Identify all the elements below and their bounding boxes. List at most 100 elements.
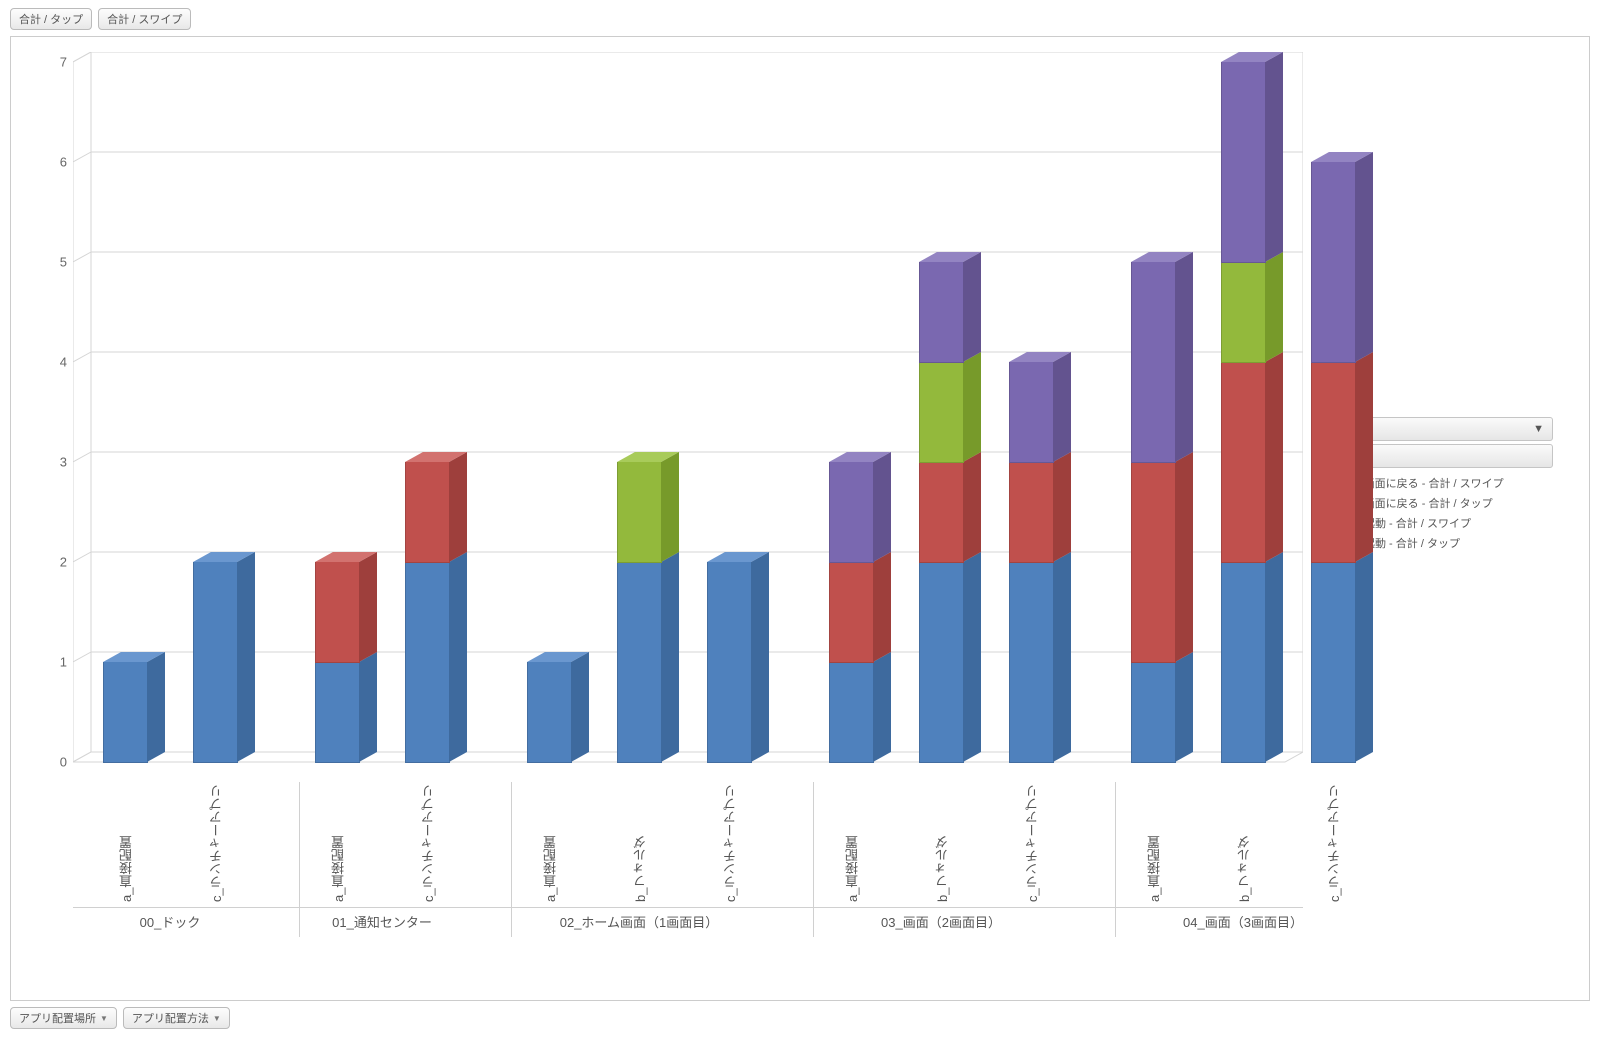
y-tick-label: 5 [60, 255, 67, 270]
bar-segment [829, 562, 874, 663]
bar-segment-side [1265, 352, 1284, 563]
bar-top [1009, 352, 1072, 363]
bar-segment [707, 562, 752, 763]
bar-segment [1131, 262, 1176, 463]
bar-segment-side [1053, 552, 1072, 763]
bar-segment-side [449, 452, 468, 563]
bar-segment [1131, 462, 1176, 663]
bar-segment [1311, 162, 1356, 363]
bar-segment [919, 562, 964, 763]
y-tick-label: 3 [60, 455, 67, 470]
bar-segment-side [661, 552, 680, 763]
bar-segment-side [963, 352, 982, 463]
axis-button-place-label: アプリ配置場所 [19, 1010, 96, 1026]
bar-top [1131, 252, 1194, 263]
filter-button-tap-label: 合計 / タップ [19, 11, 83, 27]
bar-segment [1311, 562, 1356, 763]
bar-segment [405, 462, 450, 563]
bar-segment [405, 562, 450, 763]
bar-segment-side [751, 552, 770, 763]
bar-top [829, 452, 892, 463]
bar-segment [919, 362, 964, 463]
bar-segment-side [873, 452, 892, 563]
y-tick-label: 1 [60, 655, 67, 670]
group-divider [299, 782, 300, 937]
x-sub-label: a_直接配置 [1145, 782, 1164, 902]
bar-segment [829, 462, 874, 563]
group-divider [511, 782, 512, 937]
x-sub-label: c_ランチャーアプリ [1023, 782, 1042, 902]
bar-segment [315, 562, 360, 663]
bar-segment-side [359, 552, 378, 663]
bar-segment [829, 662, 874, 763]
x-sub-label: c_ランチャーアプリ [721, 782, 740, 902]
bar-top [405, 452, 468, 463]
bar-segment-side [873, 652, 892, 763]
bar-top [707, 552, 770, 563]
x-sub-label: c_ランチャーアプリ [419, 782, 438, 902]
axis-button-method[interactable]: アプリ配置方法 ▼ [123, 1007, 230, 1029]
y-tick-label: 6 [60, 155, 67, 170]
bottom-button-row: アプリ配置場所 ▼ アプリ配置方法 ▼ [10, 1007, 1590, 1029]
bar-segment [617, 562, 662, 763]
x-sub-label: a_直接配置 [843, 782, 862, 902]
chevron-down-icon: ▼ [213, 1014, 221, 1023]
bar-segment [1131, 662, 1176, 763]
top-button-row: 合計 / タップ 合計 / スワイプ [10, 8, 1590, 30]
bar-segment [1009, 562, 1054, 763]
bar-segment-side [661, 452, 680, 563]
filter-button-tap[interactable]: 合計 / タップ [10, 8, 92, 30]
bar-segment-side [1265, 552, 1284, 763]
filter-button-swipe-label: 合計 / スワイプ [107, 11, 182, 27]
chart-frame: 01234567 a_直接配置c_ランチャーアプリa_直接配置c_ランチャーアプ… [10, 36, 1590, 1001]
bar-segment-side [449, 552, 468, 763]
bar-segment-side [1355, 152, 1374, 363]
x-axis: a_直接配置 c_ランチャーアプリ a_直接配置 c_ランチャーアプリ a_直接配置 b_… [73, 782, 1303, 982]
x-group-label: 04_画面（3画面目） [1131, 912, 1355, 931]
x-sub-label: a_直接配置 [541, 782, 560, 902]
bar-segment-side [1265, 252, 1284, 363]
group-divider [813, 782, 814, 937]
bar-segment-side [1355, 352, 1374, 563]
bar-segment [1009, 462, 1054, 563]
axis-button-place[interactable]: アプリ配置場所 ▼ [10, 1007, 117, 1029]
x-sub-label: a_直接配置 [329, 782, 348, 902]
bar-segment-side [1053, 452, 1072, 563]
bar-segment [1009, 362, 1054, 463]
plot [73, 52, 1303, 772]
bar-top [527, 652, 590, 663]
bar-segment [315, 662, 360, 763]
bar-segment [1311, 362, 1356, 563]
bar-top [919, 252, 982, 263]
filter-button-swipe[interactable]: 合計 / スワイプ [98, 8, 191, 30]
y-tick-label: 2 [60, 555, 67, 570]
bar-segment [1221, 562, 1266, 763]
bar-segment-side [359, 652, 378, 763]
y-tick-label: 4 [60, 355, 67, 370]
x-axis-rule [73, 907, 1303, 908]
x-group-label: 01_通知センター [315, 912, 449, 931]
bar-segment [1221, 262, 1266, 363]
bar-segment-side [1355, 552, 1374, 763]
x-sub-label: b_フォルダ [631, 782, 650, 902]
bar-segment-side [963, 252, 982, 363]
bar-top [193, 552, 256, 563]
bar-top [1311, 152, 1374, 163]
x-sub-label: a_直接配置 [117, 782, 136, 902]
y-tick-label: 7 [60, 55, 67, 70]
bar-segment-side [873, 552, 892, 663]
x-group-label: 00_ドック [103, 912, 237, 931]
x-sub-label: c_ランチャーアプリ [207, 782, 226, 902]
bar-segment [527, 662, 572, 763]
bar-segment-side [1053, 352, 1072, 463]
x-group-label: 03_画面（2画面目） [829, 912, 1053, 931]
bars-container [73, 52, 1303, 772]
bar-segment-side [571, 652, 590, 763]
bar-segment [617, 462, 662, 563]
x-sub-label: b_フォルダ [933, 782, 952, 902]
group-divider [1115, 782, 1116, 937]
bar-segment-side [963, 552, 982, 763]
bar-segment [919, 262, 964, 363]
chevron-down-icon: ▼ [100, 1014, 108, 1023]
plot-wrap: 01234567 a_直接配置c_ランチャーアプリa_直接配置c_ランチャーアプ… [35, 47, 1303, 990]
